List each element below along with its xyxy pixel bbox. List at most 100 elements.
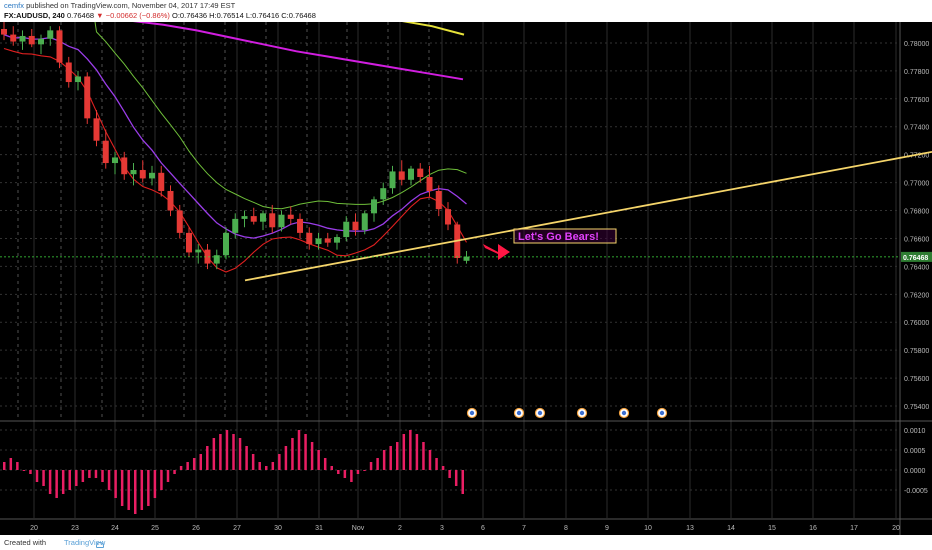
publisher-name[interactable]: cemfx	[4, 1, 25, 10]
histogram-bar	[317, 450, 320, 470]
time-axis-label: 6	[481, 525, 485, 532]
time-axis-label: 27	[233, 525, 241, 532]
created-with-label: Created with	[4, 538, 47, 547]
time-axis-label: 15	[768, 525, 776, 532]
price-axis-label: 0.76400	[904, 264, 929, 271]
candle-body	[56, 30, 63, 63]
candle-body	[445, 209, 451, 225]
histogram-bar	[42, 470, 45, 486]
price-axis-label: 0.77400	[904, 125, 929, 132]
price-axis-label: 0.76200	[904, 292, 929, 299]
histogram-bar	[212, 438, 216, 470]
histogram-bar	[61, 470, 65, 494]
time-axis-label: 30	[274, 525, 282, 532]
histogram-bar	[343, 470, 347, 478]
candle-body	[435, 190, 442, 210]
histogram-bar	[3, 462, 6, 470]
price-axis-label: 0.76000	[904, 320, 929, 327]
current-price-tag	[901, 251, 932, 262]
ohlc-values: O:0.76436 H:0.76514 L:0.76416 C:0.76468	[172, 11, 316, 20]
tradingview-logo-icon	[96, 542, 104, 548]
candle-body	[1, 28, 7, 35]
symbol-label: FX:AUDUSD, 240	[4, 11, 65, 20]
time-axis-label: 10	[644, 525, 652, 532]
histogram-bar	[415, 434, 419, 470]
histogram-bar	[101, 470, 104, 482]
event-flag-dot	[659, 410, 665, 416]
candle-body	[158, 172, 165, 191]
brand-label: TradingView	[64, 538, 106, 547]
histogram-bar	[428, 450, 432, 470]
tradingview-brand[interactable]: TradingView	[50, 538, 106, 548]
time-axis-label: 14	[727, 525, 735, 532]
candle-body	[380, 188, 387, 200]
candle-body	[65, 62, 72, 83]
histogram-bar	[22, 470, 26, 471]
chart-header: cemfx published on TradingView.com, Nove…	[0, 0, 932, 22]
upper-band-line	[91, 0, 467, 210]
histogram-bar	[232, 434, 235, 470]
histogram-bar	[35, 470, 39, 482]
candle-body	[19, 35, 26, 42]
time-axis-label: 16	[809, 525, 817, 532]
histogram-bar	[422, 442, 425, 470]
candle-body	[186, 232, 192, 253]
price-axis-label: 0.77600	[904, 97, 929, 104]
histogram-bar	[140, 470, 144, 510]
candle-body	[232, 218, 239, 233]
time-axis-label: 13	[686, 525, 694, 532]
candle-body	[204, 249, 211, 264]
time-axis-label: 25	[151, 525, 159, 532]
yellow-ma-line	[399, 19, 465, 36]
time-axis-label: 26	[192, 525, 200, 532]
histogram-bar	[382, 450, 386, 470]
histogram-bar	[29, 470, 32, 474]
candle-body	[334, 237, 340, 243]
candle-body	[278, 214, 285, 228]
candle-body	[47, 30, 54, 39]
histogram-bar	[199, 454, 202, 470]
time-axis-label: 2	[398, 525, 402, 532]
histogram-bar	[192, 458, 196, 470]
event-flag-dot	[579, 410, 585, 416]
histogram-bar	[278, 454, 281, 470]
price-axis-label: 0.75800	[904, 348, 929, 355]
candle-body	[28, 35, 35, 45]
candle-body	[398, 171, 405, 180]
price-axis-label: 0.78000	[904, 41, 929, 48]
price-axis-label: 0.77000	[904, 181, 929, 188]
candle-body	[130, 170, 137, 175]
symbol-info: FX:AUDUSD, 240 0.76468 ▼ −0.00662 (−0.86…	[4, 11, 316, 20]
time-axis-label: 31	[315, 525, 323, 532]
histogram-bar	[238, 438, 242, 470]
histogram-bar	[173, 470, 176, 474]
histogram-bar	[448, 470, 451, 478]
candle-body	[306, 232, 313, 245]
candle-body	[84, 76, 91, 119]
candle-body	[269, 213, 276, 228]
price-axis-label: 0.75600	[904, 376, 929, 383]
publish-info: cemfx published on TradingView.com, Nove…	[4, 1, 235, 10]
time-axis-label: 9	[605, 525, 609, 532]
annotation-box	[513, 228, 617, 244]
histogram-bar	[265, 466, 268, 470]
event-flag-dot	[537, 410, 543, 416]
price-axis-label: 0.76800	[904, 209, 929, 216]
histogram-bar	[134, 470, 137, 514]
candle-body	[139, 170, 146, 179]
support-trendline	[244, 150, 932, 282]
time-axis-label: 3	[440, 525, 444, 532]
candle-body	[167, 190, 174, 211]
histogram-bar	[48, 470, 52, 494]
histogram-bar	[409, 430, 412, 470]
histogram-bar	[454, 470, 458, 486]
candle-body	[297, 218, 303, 233]
candle-body	[176, 210, 183, 233]
time-axis-label: 20	[892, 525, 900, 532]
candle-body	[195, 249, 202, 253]
current-price-label: 0.76468	[903, 255, 928, 262]
annotation-text: Let's Go Bears!	[518, 231, 599, 243]
histogram-bar	[68, 470, 71, 490]
histogram-bar	[323, 458, 327, 470]
